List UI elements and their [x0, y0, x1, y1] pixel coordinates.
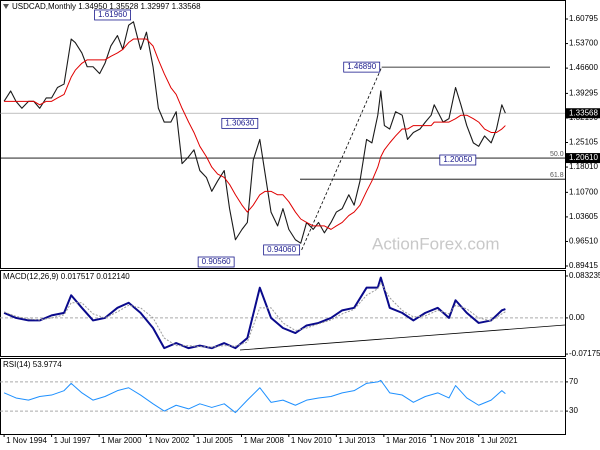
x-tick-label: 1 Jul 1997: [54, 436, 91, 445]
x-tick-label: 1 Jul 2005: [196, 436, 233, 445]
fib-label: 61.8: [550, 172, 564, 179]
x-tick-label: 1 Jul 2013: [338, 436, 375, 445]
annotation-box: [197, 256, 235, 268]
x-tick-label: 1 Mar 2008: [243, 436, 284, 445]
price-title: USDCAD,Monthly 1.34950 1.35528 1.32997 1…: [12, 2, 201, 11]
series-line: [3, 282, 506, 348]
y-tick-label: 1.25105: [569, 138, 598, 147]
price-label-box: [566, 108, 600, 119]
x-tick-label: 1 Mar 2016: [386, 436, 427, 445]
annotation-label: 1.30630: [225, 118, 254, 127]
macd-title: MACD(12,26,9) 0.017517 0.012140: [3, 272, 130, 281]
annotation-label: 1.46890: [347, 62, 376, 71]
y-tick-label: 0.00: [569, 313, 585, 322]
y-tick-label: 0.083235: [569, 271, 600, 280]
dashed-trendline: [301, 66, 383, 251]
price-panel: [0, 0, 566, 269]
macd-trendline: [239, 324, 566, 351]
y-tick-label: 1.53700: [569, 39, 598, 48]
y-tick-label: 70: [569, 377, 578, 386]
y-tick-label: 0.89415: [569, 261, 598, 270]
annotation-box: [343, 61, 381, 73]
macd-panel: [0, 270, 566, 357]
fib-label: 50.0: [550, 151, 564, 158]
y-tick-label: 1.18010: [569, 162, 598, 171]
x-tick-label: 1 Jul 2021: [481, 436, 518, 445]
y-tick-label: 1.03605: [569, 212, 598, 221]
y-tick-label: 1.46600: [569, 63, 598, 72]
rsi-panel: [0, 358, 566, 435]
series-line: [3, 379, 506, 414]
annotation-label: 0.90560: [202, 257, 231, 266]
title-icon: [3, 4, 9, 9]
x-tick-label: 1 Nov 2010: [291, 436, 332, 445]
x-tick-label: 1 Nov 1994: [6, 436, 47, 445]
x-tick-label: 1 Mar 2000: [101, 436, 142, 445]
annotation-box: [439, 154, 477, 166]
series-line: [3, 21, 506, 244]
y-tick-label: -0.071752: [569, 349, 600, 358]
price-label-box: [566, 153, 600, 164]
annotation-label: 1.61960: [98, 10, 127, 19]
rsi-title: RSI(14) 53.9774: [3, 360, 62, 369]
series-line: [4, 38, 506, 230]
x-tick-label: 1 Nov 2002: [148, 436, 189, 445]
price-label: 1.20610: [569, 153, 598, 162]
watermark: ActionForex.com: [372, 234, 500, 253]
y-tick-label: 1.39295: [569, 89, 598, 98]
annotation-box: [221, 117, 259, 129]
annotation-label: 1.20050: [443, 155, 472, 164]
y-tick-label: 1.60795: [569, 14, 598, 23]
y-tick-label: 0.96510: [569, 237, 598, 246]
series-line: [3, 276, 506, 350]
y-tick-label: 30: [569, 406, 578, 415]
annotation-label: 0.94060: [267, 245, 296, 254]
annotation-box: [263, 244, 301, 256]
x-tick-label: 1 Nov 2018: [433, 436, 474, 445]
y-tick-label: 1.10700: [569, 187, 598, 196]
price-label: 1.33568: [569, 108, 598, 117]
annotation-box: [94, 9, 131, 21]
